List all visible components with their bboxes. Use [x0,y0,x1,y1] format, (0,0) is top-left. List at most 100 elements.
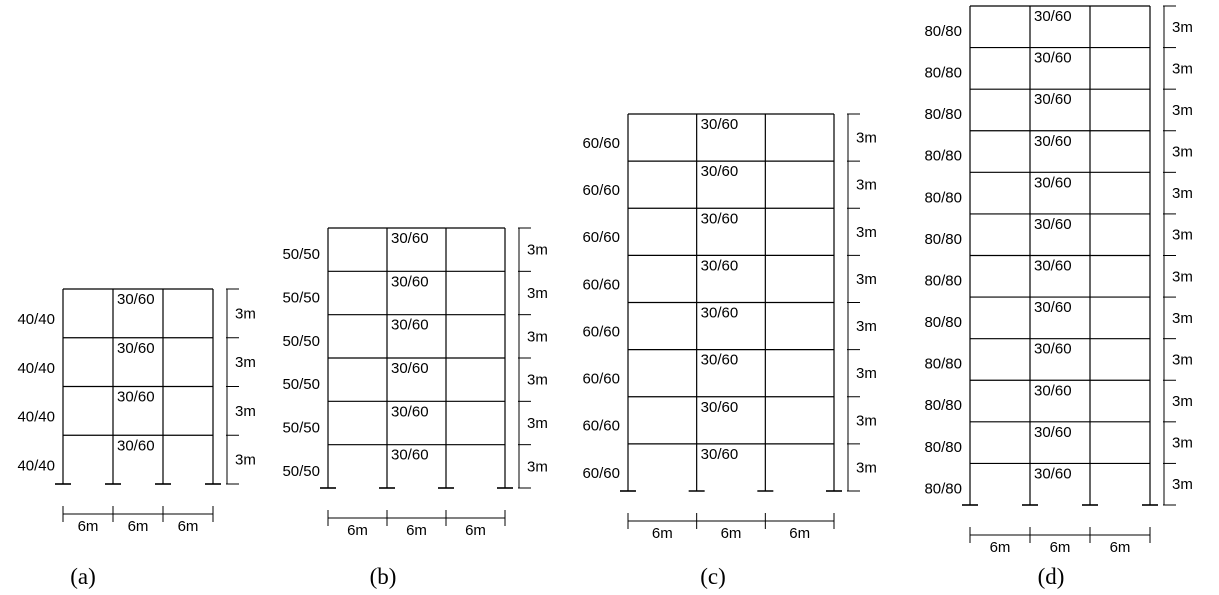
column-size-label: 60/60 [582,182,620,199]
bay-width-label: 6m [652,525,673,542]
bay-width-label: 6m [1110,539,1131,556]
story-height-label: 3m [527,328,548,345]
story-height-label: 3m [1172,435,1193,452]
beam-size-label: 30/60 [1034,258,1072,275]
bay-width-label: 6m [990,539,1011,556]
frame-c: 30/60 60/60 30/60 60/60 30/60 60/60 30/60 60/60… [582,113,877,589]
frame-a: 30/60 40/40 30/60 40/40 30/60 40/40 30/60 40/40… [17,288,256,589]
beam-size-label: 30/60 [1034,50,1072,67]
bay-width-label: 6m [178,518,199,535]
beam-size-label: 30/60 [1034,382,1072,399]
beam-size-label: 30/60 [1034,174,1072,191]
beam-size-label: 30/60 [391,360,429,377]
beam-size-label: 30/60 [1034,91,1072,108]
bay-width-label: 6m [789,525,810,542]
beam-size-label: 30/60 [117,437,155,454]
story-height-label: 3m [856,459,877,476]
beam-size-label: 30/60 [117,340,155,357]
story-height-label: 3m [527,372,548,389]
beam-size-label: 30/60 [1034,465,1072,482]
beam-size-label: 30/60 [701,163,739,180]
frame-caption: (b) [370,564,397,589]
column-size-label: 50/50 [282,290,320,307]
column-size-label: 50/50 [282,246,320,263]
story-height-label: 3m [1172,476,1193,493]
story-height-label: 3m [1172,102,1193,119]
beam-size-label: 30/60 [1034,341,1072,358]
story-height-label: 3m [856,365,877,382]
story-height-label: 3m [856,224,877,241]
column-size-label: 80/80 [924,23,962,40]
beam-size-label: 30/60 [391,317,429,334]
beam-size-label: 30/60 [701,116,739,133]
story-height-label: 3m [1172,351,1193,368]
beam-size-label: 30/60 [117,291,155,308]
story-height-label: 3m [1172,393,1193,410]
beam-size-label: 30/60 [701,446,739,463]
column-size-label: 60/60 [582,229,620,246]
frame-caption: (c) [700,564,726,589]
beam-size-label: 30/60 [701,210,739,227]
story-height-label: 3m [1172,227,1193,244]
column-size-label: 60/60 [582,418,620,435]
frame-d: 30/60 80/80 30/60 80/80 30/60 80/80 30/60 80/80… [924,5,1193,589]
column-size-label: 50/50 [282,333,320,350]
column-size-label: 80/80 [924,189,962,206]
story-height-label: 3m [856,130,877,147]
beam-size-label: 30/60 [1034,424,1072,441]
column-size-label: 60/60 [582,371,620,388]
column-size-label: 40/40 [17,409,55,426]
story-height-label: 3m [235,305,256,322]
story-height-label: 3m [1172,19,1193,36]
beam-size-label: 30/60 [701,257,739,274]
beam-size-label: 30/60 [1034,133,1072,150]
story-height-label: 3m [1172,144,1193,161]
column-size-label: 80/80 [924,314,962,331]
bay-width-label: 6m [721,525,742,542]
column-size-label: 50/50 [282,463,320,480]
story-height-label: 3m [856,412,877,429]
column-size-label: 80/80 [924,106,962,123]
column-size-label: 80/80 [924,65,962,82]
beam-size-label: 30/60 [1034,299,1072,316]
column-size-label: 60/60 [582,276,620,293]
story-height-label: 3m [856,177,877,194]
beam-size-label: 30/60 [391,403,429,420]
bay-width-label: 6m [465,522,486,539]
beam-size-label: 30/60 [1034,216,1072,233]
story-height-label: 3m [1172,60,1193,77]
beam-size-label: 30/60 [117,389,155,406]
bay-width-label: 6m [78,518,99,535]
story-height-label: 3m [527,458,548,475]
column-size-label: 40/40 [17,360,55,377]
column-size-label: 80/80 [924,439,962,456]
column-size-label: 40/40 [17,311,55,328]
column-size-label: 80/80 [924,480,962,497]
frame-caption: (d) [1038,564,1065,589]
column-size-label: 60/60 [582,135,620,152]
beam-size-label: 30/60 [701,305,739,322]
beam-size-label: 30/60 [701,352,739,369]
column-size-label: 80/80 [924,231,962,248]
column-size-label: 80/80 [924,397,962,414]
beam-size-label: 30/60 [391,230,429,247]
story-height-label: 3m [856,318,877,335]
beam-size-label: 30/60 [701,399,739,416]
story-height-label: 3m [1172,310,1193,327]
column-size-label: 80/80 [924,272,962,289]
frame-caption: (a) [70,564,96,589]
story-height-label: 3m [856,271,877,288]
bay-width-label: 6m [1050,539,1071,556]
story-height-label: 3m [527,242,548,259]
story-height-label: 3m [527,415,548,432]
beam-size-label: 30/60 [391,273,429,290]
column-size-label: 80/80 [924,356,962,373]
story-height-label: 3m [235,403,256,420]
frame-b: 30/60 50/50 30/60 50/50 30/60 50/50 30/60 50/50… [282,227,548,589]
column-size-label: 80/80 [924,148,962,165]
bay-width-label: 6m [347,522,368,539]
beam-size-label: 30/60 [391,447,429,464]
bay-width-label: 6m [128,518,149,535]
column-size-label: 60/60 [582,465,620,482]
